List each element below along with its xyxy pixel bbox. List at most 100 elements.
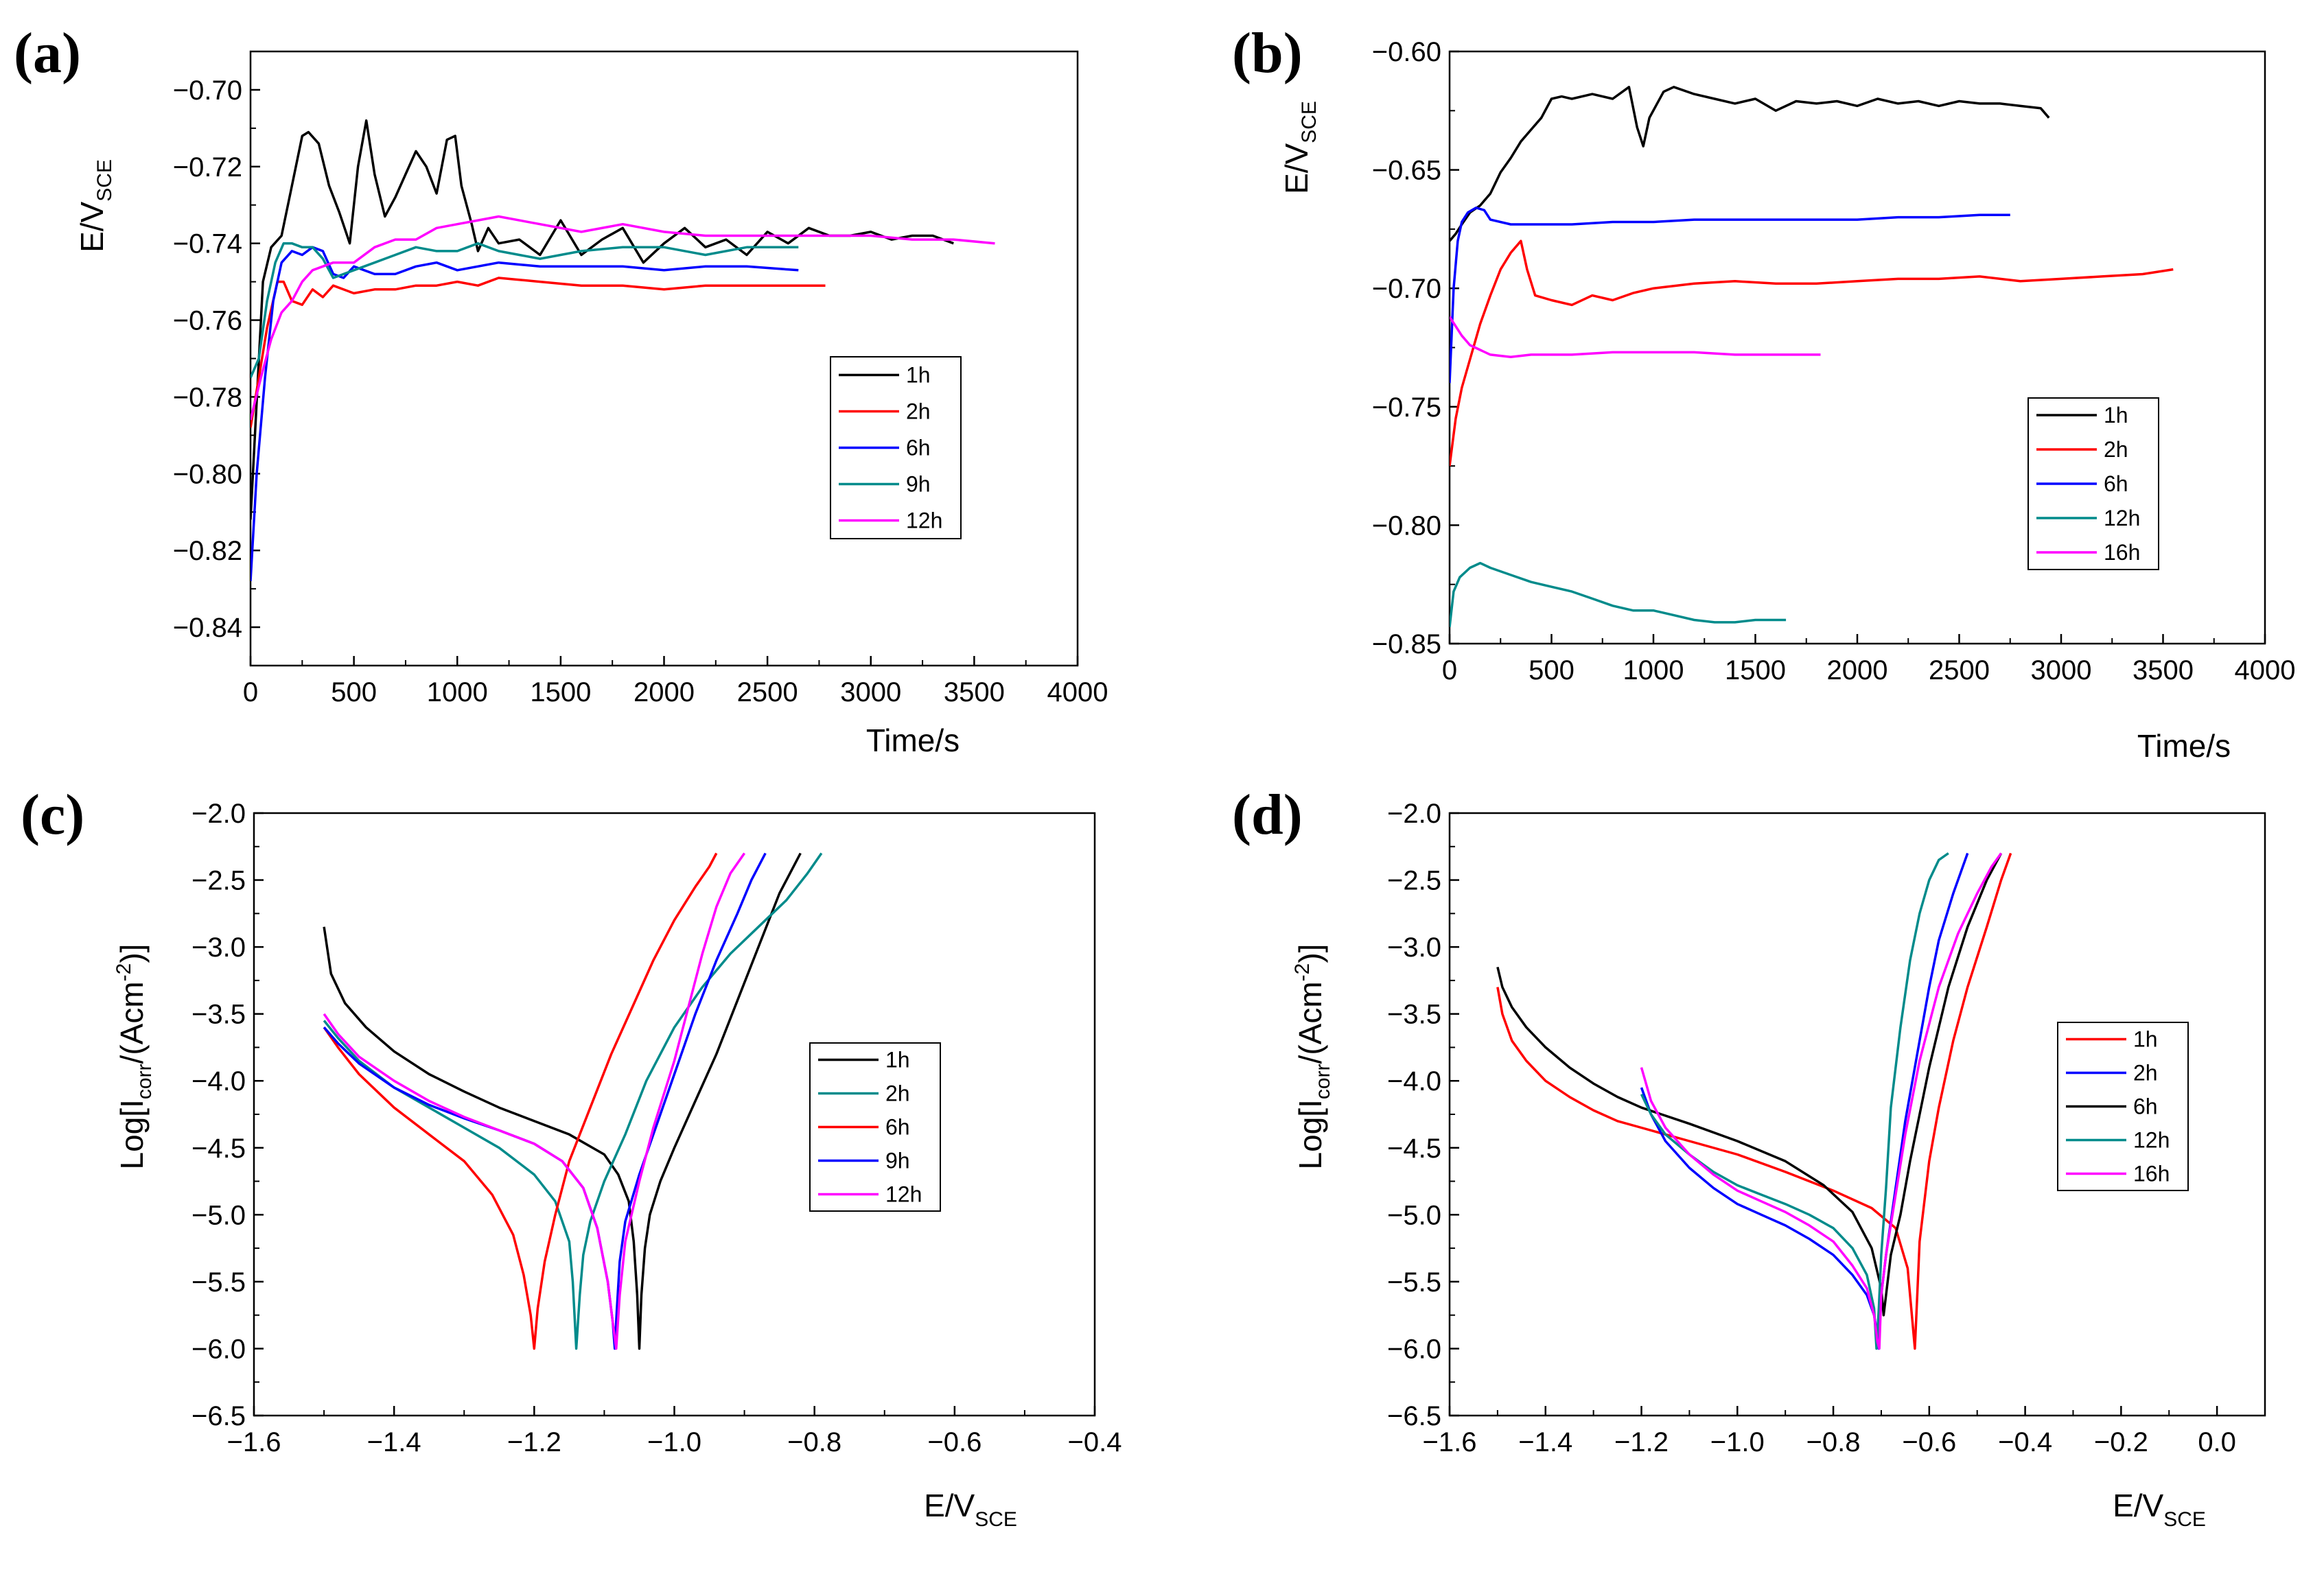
panel-a-x-tick-label: 0: [243, 677, 258, 707]
panel-b-legend-label-6h: 6h: [2104, 471, 2128, 496]
panel-a-x-tick-label: 3000: [840, 677, 901, 707]
panel-d-y-tick-label: −5.0: [1387, 1200, 1441, 1230]
panel-a-x-tick-label: 500: [331, 677, 377, 707]
panel-d-x-tick-label: −1.6: [1423, 1427, 1477, 1457]
panel-d-x-tick-label: −1.0: [1710, 1427, 1765, 1457]
panel-c-y-tick-label: −5.5: [191, 1267, 246, 1298]
panel-b-x-tick-label: 2000: [1827, 655, 1888, 685]
panel-b-legend-label-16h: 16h: [2104, 540, 2140, 565]
panel-b-x-tick-label: 0: [1442, 655, 1457, 685]
panel-b-series-6h: [1450, 207, 2010, 384]
panel-a-legend-label-9h: 9h: [906, 472, 931, 497]
panel-c-y-tick-label: −6.0: [191, 1334, 246, 1364]
panel-d-legend-label-6h: 6h: [2133, 1094, 2158, 1119]
panel-a-series-12h: [251, 215, 995, 421]
panel-a-y-tick-label: −0.80: [173, 459, 242, 489]
panel-d-series-group: [1496, 852, 2012, 1350]
panel-c-y-tick-label: −3.5: [191, 1000, 246, 1030]
panel-c-series-9h: [323, 852, 767, 1350]
panel-c-y-axis-label: Log[Icorr/(Acm-2)]: [113, 944, 156, 1170]
panel-d-polarization-chart: (d) −1.6 −1.4 −1.2 −1.0 −0.8 −0.6 −0.4 −0.2 0.0 −6…: [1232, 783, 2266, 1531]
panel-c-y-tick-label: −2.5: [191, 866, 246, 896]
panel-c-legend-label-6h: 6h: [885, 1115, 910, 1140]
panel-b-series-16h: [1450, 316, 1821, 359]
panel-a-x-tick-label: 1000: [427, 677, 488, 707]
panel-d-legend-label-12h: 12h: [2133, 1128, 2170, 1153]
panel-b-y-tick-label: −0.70: [1372, 274, 1441, 304]
panel-b-legend: 1h 2h 6h 12h 16h: [2027, 397, 2159, 570]
panel-c-x-axis-label: E/VSCE: [924, 1488, 1017, 1531]
panel-c-x-tick-label: −1.6: [227, 1427, 281, 1457]
panel-b-x-tick-label: 3000: [2031, 655, 2092, 685]
panel-c-series-2h: [323, 852, 823, 1350]
panel-d-y-tick-label: −3.5: [1387, 1000, 1441, 1030]
panel-d-y-tick-label: −4.5: [1387, 1134, 1441, 1164]
panel-c-series-1h: [323, 852, 802, 1350]
panel-a-series-6h: [251, 246, 799, 582]
panel-a-series-2h: [251, 277, 826, 428]
panel-c-y-tick-label: −2.0: [191, 799, 246, 829]
panel-a-y-tick-label: −0.84: [173, 613, 242, 643]
panel-c-series-6h: [323, 852, 718, 1350]
panel-d-x-tick-label: −1.4: [1518, 1427, 1572, 1457]
panel-d-x-tick-label: −0.4: [1998, 1427, 2052, 1457]
panel-c-y-tick-label: −5.0: [191, 1200, 246, 1230]
panel-d-y-tick-label: −2.0: [1387, 799, 1441, 829]
panel-c-y-tick-label: −3.0: [191, 932, 246, 963]
panel-d-x-axis-label: E/VSCE: [2113, 1488, 2206, 1531]
panel-b-label: (b): [1232, 21, 1303, 85]
panel-b-legend-label-2h: 2h: [2104, 437, 2128, 462]
panel-d-x-tick-label: −0.6: [1902, 1427, 1956, 1457]
panel-d-legend-label-16h: 16h: [2133, 1162, 2170, 1186]
panel-d-series-1h: [1496, 852, 2012, 1350]
panel-a-x-tick-label: 2000: [634, 677, 695, 707]
panel-d-series-6h: [1496, 852, 2003, 1317]
panel-b-series-12h: [1450, 561, 1787, 627]
panel-a-x-tick-label: 3500: [944, 677, 1005, 707]
panel-d-y-tick-label: −2.5: [1387, 866, 1441, 896]
panel-b-y-axis-label: E/VSCE: [1279, 101, 1321, 194]
panel-c-legend-label-2h: 2h: [885, 1081, 910, 1106]
panel-a-y-tick-label: −0.82: [173, 536, 242, 566]
panel-c-polarization-chart: (c) −1.6 −1.4 −1.2 −1.0 −0.8 −0.6 −0.4 −6.5 −6.0 −…: [21, 783, 1122, 1531]
panel-a-y-tick-label: −0.72: [173, 152, 242, 183]
panel-a-legend: 1h 2h 6h 9h 12h: [830, 356, 962, 539]
panel-a-label: (a): [14, 21, 81, 85]
panel-a-x-tick-label: 2500: [737, 677, 798, 707]
panel-b-x-tick-label: 500: [1529, 655, 1574, 685]
panel-c-y-tick-label: −4.5: [191, 1134, 246, 1164]
panel-a-legend-label-6h: 6h: [906, 436, 931, 460]
panel-c-y-tick-label: −4.0: [191, 1066, 246, 1096]
panel-d-x-tick-label: −0.2: [2094, 1427, 2148, 1457]
panel-a-y-tick-label: −0.74: [173, 229, 242, 259]
panel-d-x-tick-label: −0.8: [1806, 1427, 1861, 1457]
panel-c-legend-label-12h: 12h: [885, 1182, 922, 1207]
panel-b-time-potential-chart: (b) 0 500 1000 1500 2000 2500 3000 3500 4000 −0.85…: [1232, 21, 2295, 764]
panel-b-x-axis-label: Time/s: [2137, 728, 2231, 764]
panel-c-y-tick-label: −6.5: [191, 1401, 246, 1431]
panel-b-x-tick-label: 2500: [1929, 655, 1990, 685]
panel-d-y-axis-label: Log[Icorr/(Acm-2)]: [1291, 944, 1334, 1170]
panel-d-y-tick-label: −3.0: [1387, 932, 1441, 963]
panel-b-x-tick-label: 4000: [2235, 655, 2296, 685]
panel-d-legend-label-1h: 1h: [2133, 1027, 2158, 1052]
panel-d-series-12h: [1640, 852, 1949, 1350]
panel-a-series-9h: [251, 242, 799, 379]
panel-c-legend: 1h 2h 6h 9h 12h: [809, 1042, 941, 1212]
panel-a-x-tick-label: 4000: [1047, 677, 1108, 707]
panel-d-x-tick-label: 0.0: [2198, 1427, 2236, 1457]
panel-b-x-tick-label: 1500: [1725, 655, 1786, 685]
panel-b-y-tick-label: −0.80: [1372, 511, 1441, 541]
panel-b-legend-label-1h: 1h: [2104, 403, 2128, 427]
panel-c-series-12h: [323, 852, 746, 1350]
panel-c-x-tick-label: −0.4: [1068, 1427, 1122, 1457]
panel-c-label: (c): [21, 783, 84, 847]
panel-c-series-group: [323, 852, 823, 1350]
panel-d-x-tick-label: −1.2: [1614, 1427, 1669, 1457]
panel-c-plot-frame: [253, 812, 1096, 1417]
panel-b-y-tick-label: −0.75: [1372, 392, 1441, 423]
panel-a-x-tick-label: 1500: [530, 677, 591, 707]
panel-a-legend-label-1h: 1h: [906, 363, 931, 388]
panel-b-series-1h: [1450, 86, 2050, 242]
